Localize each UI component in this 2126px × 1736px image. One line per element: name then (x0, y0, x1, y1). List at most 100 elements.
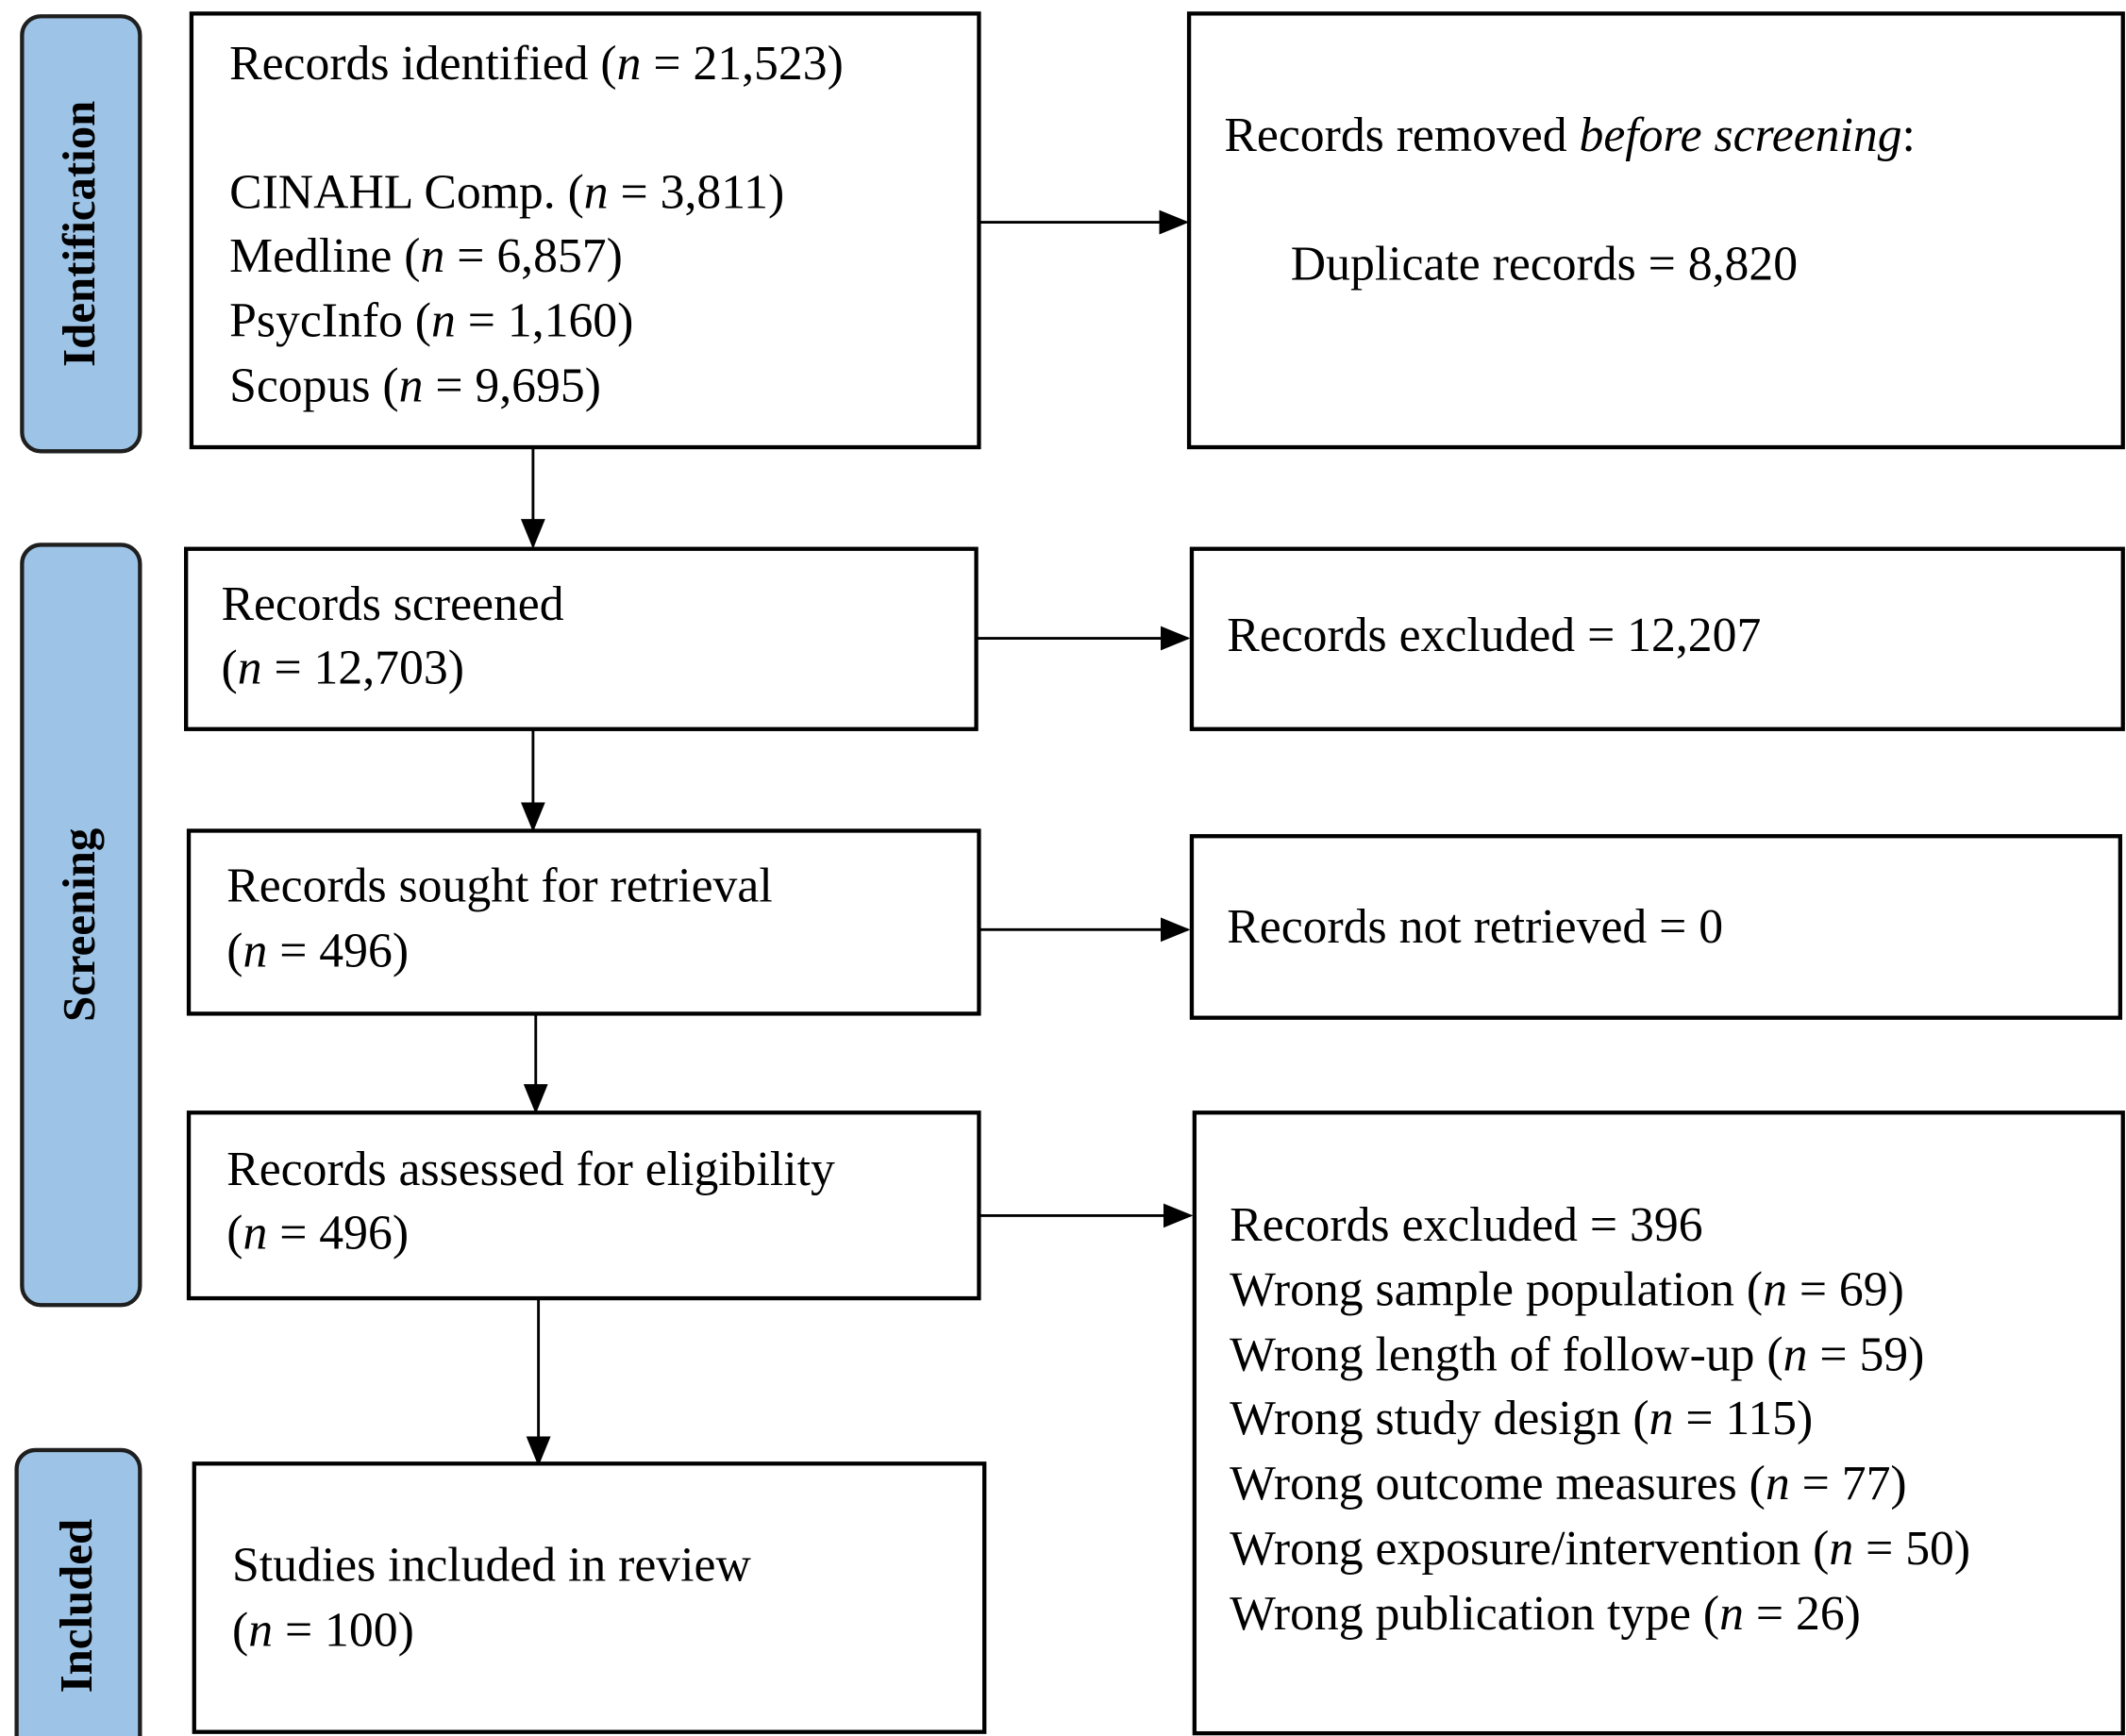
stage-box (20, 542, 142, 1308)
box-line: CINAHL Comp. (n = 3,811) (229, 165, 784, 219)
text-part: = 9,695) (423, 359, 601, 413)
text-part: PsycInfo ( (229, 294, 431, 348)
box-line: Records identified (n = 21,523) (229, 37, 844, 91)
box-frame (184, 546, 979, 731)
box-frame (1189, 834, 2123, 1020)
text-part: ( (226, 925, 243, 978)
text-part: n (1829, 1522, 1853, 1576)
text-part: Wrong exposure/intervention ( (1230, 1522, 1829, 1576)
text-part: n (1719, 1587, 1744, 1641)
box: Records not retrieved = 0 (1189, 834, 2123, 1020)
text-part: = 69) (1787, 1263, 1904, 1317)
text-part: n (1649, 1392, 1674, 1445)
text-part: : (1902, 108, 1916, 162)
text-part: = 1,160) (456, 294, 634, 348)
stage-label: Included (50, 1519, 102, 1694)
box-line: Wrong study design (n = 115) (1230, 1392, 1813, 1445)
text-part: = 115) (1673, 1392, 1813, 1445)
text-part: Wrong sample population ( (1230, 1263, 1763, 1317)
text-part: Records excluded = 12,207 (1227, 609, 1761, 662)
text-part: n (243, 1206, 267, 1260)
text-part: = 77) (1790, 1457, 1907, 1511)
box: Studies included in review (n = 100) (192, 1461, 987, 1734)
text-part: = 59) (1807, 1328, 1924, 1382)
box-line: Records excluded = 12,207 (1227, 609, 1761, 662)
text-part: n (1766, 1457, 1790, 1511)
box-line: Records removed before screening: (1224, 108, 1916, 162)
text-part: Studies included in review (232, 1538, 751, 1592)
box-line: Wrong outcome measures (n = 77) (1230, 1457, 1906, 1511)
box-line: Scopus (n = 9,695) (229, 359, 601, 413)
box-line: Studies included in review (232, 1538, 751, 1592)
box-line: Records assessed for eligibility (226, 1143, 835, 1196)
stage: Screening (20, 542, 142, 1308)
text-part: = 100) (273, 1603, 414, 1657)
box-line: (n = 100) (232, 1603, 414, 1657)
text-part: Records identified ( (229, 37, 617, 91)
box-frame (1189, 546, 2125, 731)
text-part: Wrong study design ( (1230, 1392, 1649, 1445)
box-line: Records not retrieved = 0 (1227, 900, 1723, 954)
box-line: Records screened (222, 577, 564, 631)
text-part: n (431, 294, 456, 348)
text-part: Wrong length of follow-up ( (1230, 1328, 1783, 1382)
text-part: n (584, 165, 609, 219)
box: Records removed before screening: Duplica… (1186, 11, 2125, 450)
stage-label: Identification (53, 101, 105, 367)
text-part: Records excluded = 396 (1230, 1198, 1702, 1252)
arrows (520, 209, 1194, 1467)
box: Records identified (n = 21,523) CINAHL Co… (189, 11, 981, 450)
text-part: n (1783, 1328, 1808, 1382)
text-part: Records assessed for eligibility (226, 1143, 835, 1196)
box-line: Records sought for retrieval (226, 860, 772, 913)
box-frame (186, 1110, 981, 1301)
box-line: Wrong publication type (n = 26) (1230, 1587, 1861, 1641)
box-frame (189, 11, 981, 450)
box: Records excluded = 396 Wrong sample popul… (1192, 1110, 2125, 1736)
text-part: n (617, 37, 642, 91)
stage: Included (14, 1447, 142, 1736)
box-line: Medline (n = 6,857) (229, 229, 623, 283)
text-part: = 12,703) (262, 641, 464, 694)
text-part: = 50) (1853, 1522, 1970, 1576)
box: Records assessed for eligibility (n = 496… (186, 1110, 981, 1301)
box: Records sought for retrieval (n = 496) (186, 828, 981, 1016)
box-line: Wrong exposure/intervention (n = 50) (1230, 1522, 1970, 1576)
box-line: Records excluded = 396 (1230, 1198, 1702, 1252)
text-part: n (238, 641, 262, 694)
text-part: ( (232, 1603, 248, 1657)
stage-box (20, 14, 142, 454)
box-frame (186, 828, 981, 1016)
text-part: ( (222, 641, 238, 694)
box-frame (1186, 11, 2125, 450)
stage-label: Screening (53, 828, 105, 1022)
text-part: Wrong outcome measures ( (1230, 1457, 1766, 1511)
text-part: = 26) (1744, 1587, 1861, 1641)
text-part: n (248, 1603, 273, 1657)
box-line: Duplicate records = 8,820 (1291, 237, 1798, 291)
box-line: PsycInfo (n = 1,160) (229, 294, 633, 348)
text-part: = 6,857) (444, 229, 623, 283)
text-part: Duplicate records = 8,820 (1291, 237, 1798, 291)
box-frame (1192, 1110, 2125, 1736)
text-part: Wrong publication type ( (1230, 1587, 1719, 1641)
box-line: Wrong sample population (n = 69) (1230, 1263, 1904, 1317)
text-part: n (243, 925, 267, 978)
text-part: = 496) (267, 1206, 409, 1260)
box-line: (n = 496) (226, 1206, 409, 1260)
text-part: ( (226, 1206, 243, 1260)
text-part: Scopus ( (229, 359, 398, 413)
box-line: Wrong length of follow-up (n = 59) (1230, 1328, 1924, 1382)
box-line: (n = 12,703) (222, 641, 464, 694)
box: Records excluded = 12,207 (1189, 546, 2125, 731)
stage: Identification (20, 14, 142, 454)
text-part: Medline ( (229, 229, 420, 283)
text-part: before screening (1579, 108, 1901, 162)
text-part: Records not retrieved = 0 (1227, 900, 1723, 954)
text-part: Records removed (1224, 108, 1579, 162)
text-part: Records screened (222, 577, 564, 631)
box-frame (192, 1461, 987, 1734)
stage-box (14, 1447, 142, 1736)
